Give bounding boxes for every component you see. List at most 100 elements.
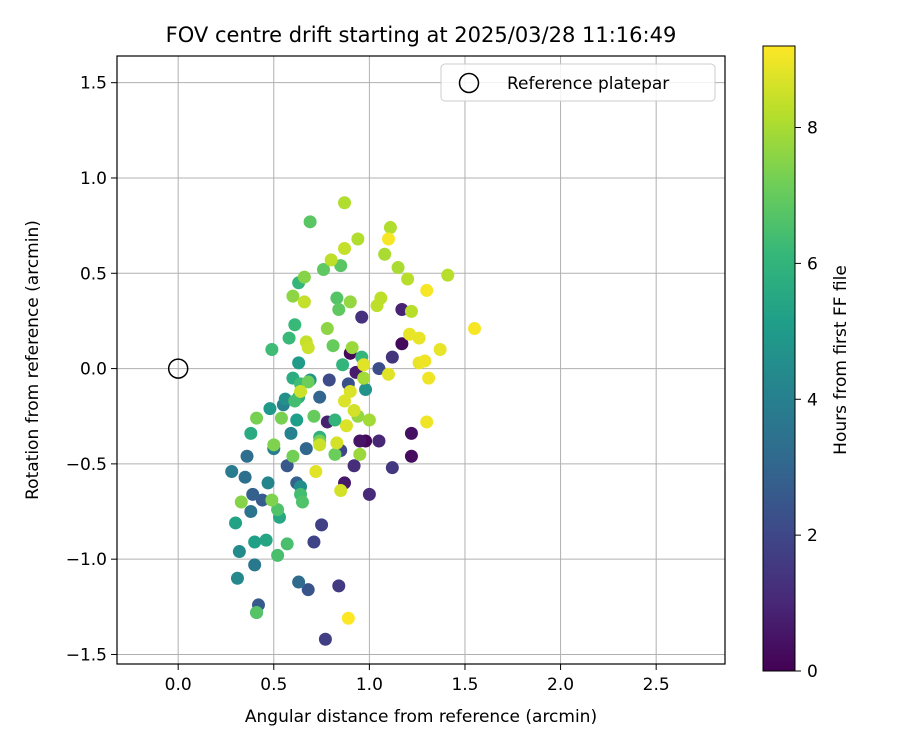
scatter-point <box>362 487 376 501</box>
scatter-point <box>301 375 315 389</box>
scatter-point <box>286 289 300 303</box>
scatter-point <box>420 283 434 297</box>
colorbar-tick-label: 2 <box>807 526 818 546</box>
legend-box <box>440 63 716 102</box>
scatter-point <box>338 196 352 210</box>
scatter-point <box>282 331 296 345</box>
scatter-point <box>401 272 415 286</box>
scatter-point <box>250 606 264 620</box>
scatter-point <box>265 493 279 507</box>
chart-title: FOV centre drift starting at 2025/03/28 … <box>166 23 677 47</box>
scatter-point <box>404 304 418 318</box>
scatter-point <box>412 331 426 345</box>
scatter-point <box>338 394 352 408</box>
colorbar-ticks: 0 2 4 6 8 <box>795 119 818 682</box>
scatter-point <box>292 356 306 370</box>
scatter-point <box>334 259 348 273</box>
scatter-point <box>294 384 308 398</box>
scatter-point <box>355 310 369 324</box>
scatter-point <box>309 464 323 478</box>
scatter-point <box>265 343 279 357</box>
scatter-point <box>336 358 350 372</box>
y-tick-label: −1.0 <box>66 550 107 570</box>
x-tick-label: 1.5 <box>451 675 478 695</box>
legend-label: Reference platepar <box>507 74 669 94</box>
scatter-point <box>271 548 285 562</box>
scatter-point <box>250 411 264 425</box>
scatter-point <box>372 362 386 376</box>
scatter-point <box>422 371 436 385</box>
y-tick-label: −0.5 <box>66 455 107 475</box>
scatter-point <box>326 339 340 353</box>
scatter-point <box>244 505 258 519</box>
scatter-point <box>395 337 409 351</box>
scatter-point <box>280 459 294 473</box>
x-tick-label: 2.5 <box>643 675 670 695</box>
scatter-point <box>328 413 342 427</box>
scatter-point <box>351 232 365 246</box>
scatter-points <box>225 196 482 646</box>
scatter-point <box>441 268 455 282</box>
scatter-point <box>301 341 315 355</box>
scatter-point <box>240 449 254 463</box>
colorbar-tick-label: 4 <box>807 390 818 410</box>
scatter-point <box>313 438 327 452</box>
scatter-point <box>225 464 239 478</box>
scatter-point <box>353 447 367 461</box>
scatter-point <box>288 394 302 408</box>
scatter-point <box>359 383 373 397</box>
legend: Reference platepar <box>440 63 716 102</box>
scatter-point <box>433 343 447 357</box>
scatter-point <box>372 434 386 448</box>
scatter-point <box>307 535 321 549</box>
scatter-point <box>261 476 275 490</box>
scatter-point <box>318 632 332 646</box>
scatter-point <box>418 354 432 368</box>
scatter-point <box>286 449 300 463</box>
scatter-point <box>316 262 330 276</box>
scatter-point <box>303 215 317 229</box>
scatter-point <box>330 436 344 450</box>
colorbar-label: Hours from first FF file <box>831 265 851 455</box>
scatter-point <box>353 434 367 448</box>
x-tick-label: 2.0 <box>547 675 574 695</box>
scatter-point <box>292 575 306 589</box>
x-tick-label: 0.0 <box>165 675 192 695</box>
legend-marker-icon <box>458 72 480 94</box>
scatter-point <box>468 322 482 336</box>
scatter-point <box>420 415 434 429</box>
scatter-point <box>297 295 311 309</box>
scatter-point <box>347 459 361 473</box>
scatter-point <box>347 404 361 418</box>
scatter-point <box>244 426 258 440</box>
scatter-point <box>341 611 355 625</box>
colorbar-tick-label: 6 <box>807 254 818 274</box>
scatter-point <box>301 583 315 597</box>
scatter-point <box>234 495 248 509</box>
scatter-point <box>330 291 344 305</box>
scatter-point <box>246 487 260 501</box>
scatter-point <box>267 438 281 452</box>
scatter-point <box>381 232 395 246</box>
scatter-point <box>315 518 329 532</box>
scatter-point <box>357 358 371 372</box>
scatter-point <box>280 537 294 551</box>
scatter-point <box>383 221 397 235</box>
scatter-point <box>345 341 359 355</box>
scatter-point <box>385 350 399 364</box>
y-tick-label: 1.5 <box>80 74 107 94</box>
scatter-point <box>232 545 246 559</box>
scatter-point <box>295 495 309 509</box>
scatter-point <box>322 373 336 387</box>
scatter-point <box>404 449 418 463</box>
scatter-point <box>391 261 405 275</box>
colorbar-gradient <box>762 45 796 672</box>
scatter-point <box>370 299 384 313</box>
scatter-point <box>259 533 273 547</box>
scatter-point <box>307 409 321 423</box>
x-axis: 0.0 0.5 1.0 1.5 2.0 2.5 <box>165 664 670 695</box>
scatter-point <box>338 242 352 256</box>
x-tick-label: 1.0 <box>356 675 383 695</box>
scatter-point <box>255 493 269 507</box>
scatter-point <box>248 535 262 549</box>
